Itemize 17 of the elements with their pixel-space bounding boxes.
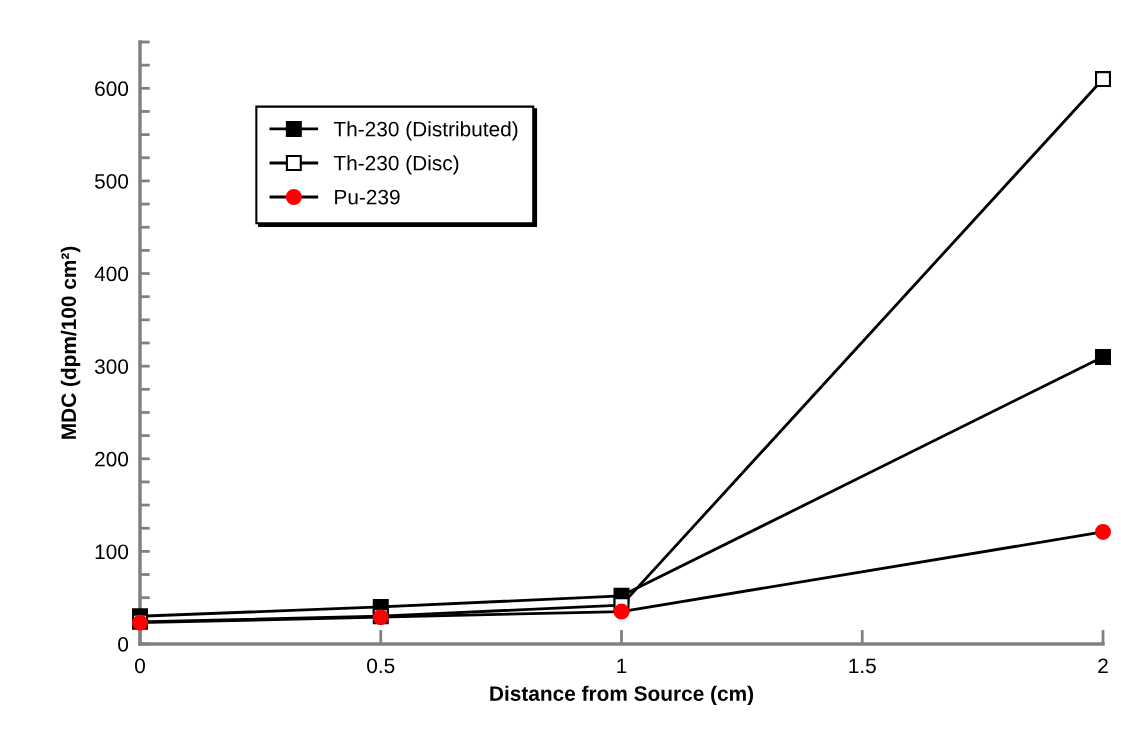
y-tick-label: 400 bbox=[94, 266, 129, 282]
y-tick-label: 100 bbox=[95, 544, 129, 560]
y-tick-label: 200 bbox=[95, 451, 129, 467]
y-tick-label: 600 bbox=[95, 81, 129, 97]
legend-label: Th-230 (Disc) bbox=[333, 155, 459, 175]
x-tick-label: 1 bbox=[617, 658, 627, 673]
x-tick-label: 0.5 bbox=[367, 658, 395, 674]
y-tick-label: 300 bbox=[94, 359, 129, 374]
legend-label: Pu-239 bbox=[335, 189, 400, 205]
y-tick-label: 0 bbox=[118, 637, 129, 652]
y-axis-title: MDC (dpm/100 cm²) bbox=[60, 246, 81, 439]
y-tick-label: 500 bbox=[94, 173, 129, 189]
x-axis-title: Distance from Source (cm) bbox=[490, 685, 754, 706]
x-tick-label: 1.5 bbox=[849, 658, 876, 674]
x-tick-label: 0 bbox=[135, 658, 145, 674]
legend-label: Th-230 (Distributed) bbox=[333, 121, 518, 141]
x-tick-label: 2 bbox=[1098, 658, 1108, 673]
